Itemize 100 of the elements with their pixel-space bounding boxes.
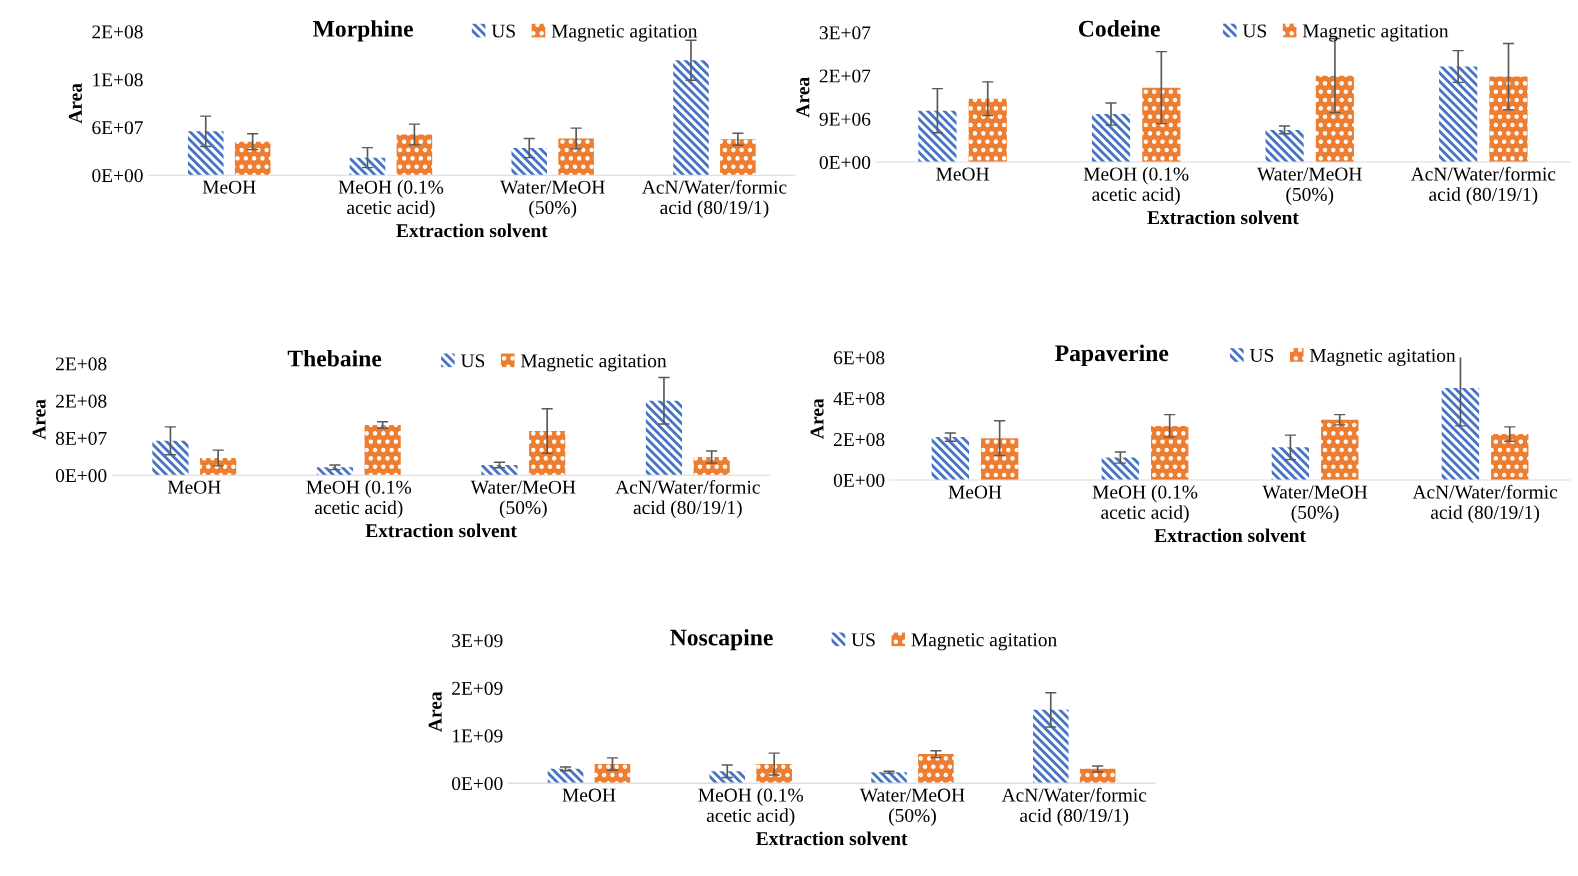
- bar: [234, 141, 271, 176]
- y-axis-title: Area: [32, 399, 46, 440]
- bar: [1489, 76, 1528, 163]
- legend-label: Magnetic agitation: [551, 24, 698, 42]
- y-axis-title: Area: [428, 691, 442, 732]
- legend-label: US: [491, 24, 515, 38]
- x-tick-label: MeOH (0.1% acetic acid): [338, 180, 444, 219]
- y-tick-label: 2E+08: [56, 357, 107, 371]
- legend-label: US: [1249, 348, 1274, 362]
- y-axis-title: Area: [796, 77, 810, 118]
- chart-title: Morphine: [312, 20, 413, 42]
- bar: [709, 771, 746, 784]
- x-tick-label: MeOH: [167, 480, 221, 494]
- legend-label: Magnetic agitation: [911, 633, 1057, 651]
- bar: [918, 110, 957, 163]
- bar: [187, 131, 224, 176]
- bar: [558, 138, 594, 176]
- legend-label: US: [851, 633, 875, 647]
- y-tick-label: 1E+08: [93, 73, 143, 87]
- chart-title: Codeine: [1078, 20, 1160, 37]
- bar: [1491, 434, 1529, 481]
- chart-title: Thebaine: [287, 349, 382, 367]
- x-axis-title: Extraction solvent: [1147, 210, 1299, 225]
- x-tick-label: AcN/Water/formic acid (80/19/1): [1410, 166, 1556, 205]
- x-tick-label: AcN/Water/formic acid (80/19/1): [1001, 787, 1147, 826]
- bar: [1032, 709, 1069, 784]
- x-tick-label: MeOH (0.1% acetic acid): [698, 788, 803, 826]
- bar: [396, 134, 433, 176]
- bar: [1150, 425, 1189, 481]
- bar: [594, 764, 631, 784]
- bar: [1142, 87, 1181, 163]
- x-tick-label: Water/MeOH (50%): [1262, 485, 1368, 523]
- y-tick-label: 0E+00: [92, 169, 143, 183]
- bar: [316, 467, 354, 476]
- bar: [931, 437, 970, 481]
- x-axis-title: Extraction solvent: [756, 831, 908, 846]
- x-tick-label: MeOH: [948, 485, 1002, 499]
- y-tick-label: 2E+08: [833, 432, 885, 447]
- bar: [1439, 66, 1478, 163]
- y-tick-label: 3E+07: [819, 26, 871, 40]
- legend-label: Magnetic agitation: [1309, 348, 1456, 366]
- bar: [918, 754, 954, 784]
- x-tick-label: AcN/Water/formic acid (80/19/1): [641, 179, 787, 219]
- chart-title: Noscapine: [670, 628, 773, 651]
- bar: [1321, 419, 1359, 481]
- bar: [547, 768, 584, 784]
- y-tick-label: 9E+06: [819, 112, 871, 126]
- y-tick-label: 0E+00: [451, 776, 503, 791]
- y-tick-label: 1E+09: [452, 729, 503, 743]
- bar: [693, 457, 730, 476]
- x-tick-label: Water/MeOH (50%): [859, 788, 965, 826]
- y-axis-title: Area: [810, 398, 824, 439]
- y-tick-label: 2E+07: [819, 69, 871, 83]
- bar: [200, 458, 237, 476]
- legend-label: US: [1242, 24, 1267, 38]
- legend-label: Magnetic agitation: [1302, 24, 1449, 42]
- bar: [645, 400, 683, 476]
- y-tick-label: 8E+07: [55, 431, 107, 445]
- bar: [529, 431, 566, 476]
- y-tick-label: 0E+00: [833, 473, 885, 487]
- bar: [720, 139, 756, 176]
- bar: [1315, 75, 1354, 163]
- bar: [152, 440, 189, 476]
- y-tick-label: 6E+08: [833, 351, 885, 365]
- bar: [980, 438, 1019, 481]
- bar: [349, 157, 386, 176]
- x-axis-title: Extraction solvent: [396, 223, 548, 238]
- bar: [871, 772, 907, 784]
- bar: [1079, 768, 1116, 784]
- y-tick-label: 2E+08: [92, 25, 143, 39]
- bar: [511, 148, 548, 176]
- bar: [756, 764, 792, 784]
- x-tick-label: MeOH (0.1% acetic acid): [306, 480, 412, 519]
- bar: [364, 424, 401, 476]
- x-tick-label: MeOH (0.1% acetic acid): [1083, 166, 1189, 205]
- x-tick-label: AcN/Water/formic acid (80/19/1): [1412, 484, 1558, 523]
- y-axis-title: Area: [68, 83, 82, 124]
- x-axis-title: Extraction solvent: [1154, 528, 1306, 543]
- y-tick-label: 0E+00: [819, 155, 871, 169]
- x-tick-label: MeOH: [936, 167, 990, 181]
- legend-label: Magnetic agitation: [520, 354, 667, 372]
- bar: [673, 60, 709, 176]
- x-tick-label: AcN/Water/formic acid (80/19/1): [615, 479, 760, 519]
- bar: [1265, 129, 1304, 163]
- y-tick-label: 3E+09: [452, 634, 503, 648]
- x-tick-label: MeOH: [562, 788, 616, 802]
- y-tick-label: 0E+00: [55, 469, 107, 483]
- y-tick-label: 6E+07: [92, 121, 143, 135]
- y-tick-label: 2E+08: [56, 394, 107, 408]
- x-tick-label: Water/MeOH (50%): [500, 180, 605, 219]
- bar: [968, 98, 1007, 163]
- x-tick-label: MeOH (0.1% acetic acid): [1092, 484, 1198, 523]
- legend-label: US: [460, 354, 485, 368]
- x-axis-title: Extraction solvent: [365, 523, 517, 538]
- x-tick-label: Water/MeOH (50%): [470, 480, 576, 519]
- x-tick-label: Water/MeOH (50%): [1257, 167, 1362, 205]
- bar: [1441, 388, 1480, 481]
- bar: [1271, 447, 1310, 481]
- bar: [481, 464, 518, 476]
- chart-title: Papaverine: [1055, 344, 1169, 366]
